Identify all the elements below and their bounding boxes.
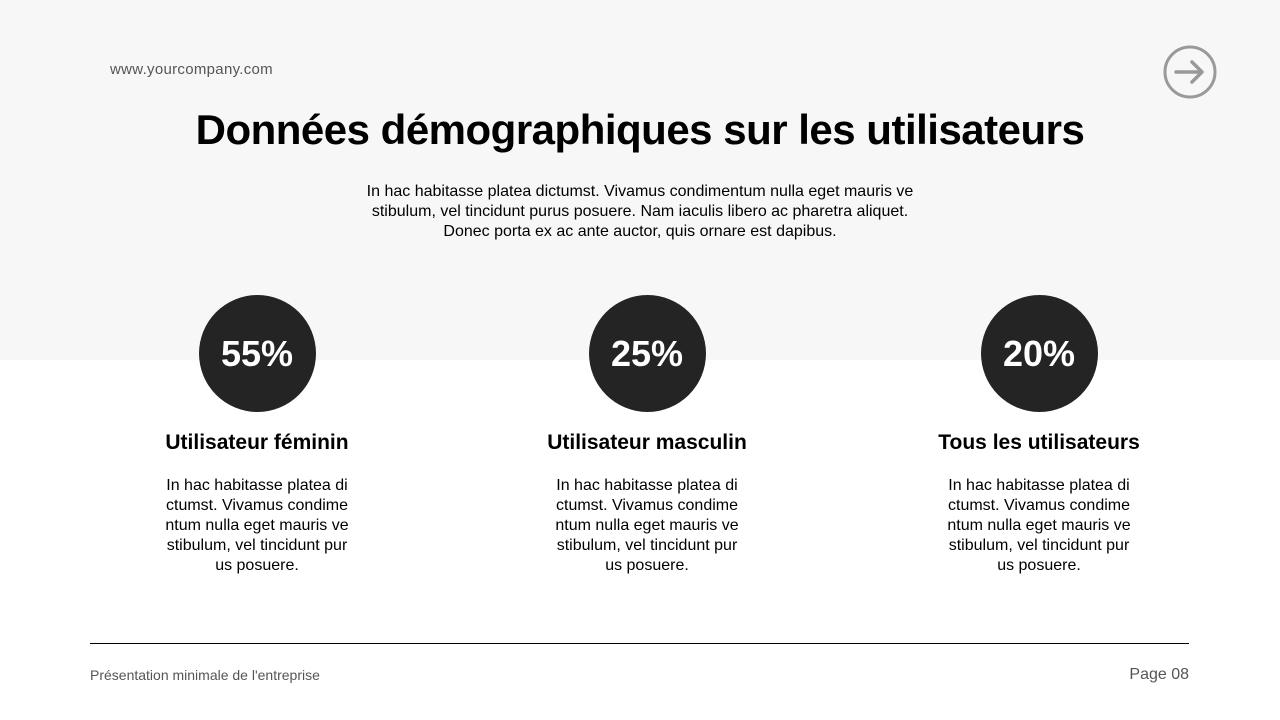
- stat-male: 25% Utilisateur masculin In hac habitass…: [517, 295, 777, 576]
- intro-text: In hac habitasse platea dictumst. Vivamu…: [320, 182, 960, 242]
- line: In hac habitasse platea di: [948, 477, 1130, 494]
- intro-line: Donec porta ex ac ante auctor, quis orna…: [443, 223, 837, 240]
- stat-value: 20%: [980, 295, 1098, 412]
- page-title: Données démographiques sur les utilisate…: [195, 106, 1085, 153]
- footer-title: Présentation minimale de l'entreprise: [90, 667, 320, 683]
- stat-label: Utilisateur masculin: [547, 431, 747, 454]
- line: us posuere.: [605, 557, 689, 574]
- arrow-right-circle-icon[interactable]: [1162, 44, 1218, 100]
- stat-description: In hac habitasse platea di ctumst. Vivam…: [127, 476, 387, 576]
- line: stibulum, vel tincidunt pur: [166, 537, 348, 554]
- line: stibulum, vel tincidunt pur: [556, 537, 738, 554]
- stat-female: 55% Utilisateur féminin In hac habitasse…: [127, 295, 387, 576]
- line: ntum nulla eget mauris ve: [555, 517, 739, 534]
- line: ctumst. Vivamus condime: [948, 497, 1130, 514]
- line: us posuere.: [997, 557, 1081, 574]
- stat-label: Tous les utilisateurs: [938, 431, 1140, 454]
- line: In hac habitasse platea di: [166, 477, 348, 494]
- stat-value: 55%: [198, 295, 316, 412]
- stat-label: Utilisateur féminin: [165, 431, 349, 454]
- intro-line: In hac habitasse platea dictumst. Vivamu…: [366, 183, 914, 200]
- line: us posuere.: [215, 557, 299, 574]
- line: ctumst. Vivamus condime: [166, 497, 348, 514]
- stat-value: 25%: [588, 295, 706, 412]
- stat-all: 20% Tous les utilisateurs In hac habitas…: [909, 295, 1169, 576]
- footer-divider: [90, 643, 1189, 644]
- stat-description: In hac habitasse platea di ctumst. Vivam…: [909, 476, 1169, 576]
- intro-line: stibulum, vel tincidunt purus posuere. N…: [371, 203, 909, 220]
- company-url: www.yourcompany.com: [110, 61, 273, 78]
- line: In hac habitasse platea di: [556, 477, 738, 494]
- line: ctumst. Vivamus condime: [556, 497, 738, 514]
- line: ntum nulla eget mauris ve: [947, 517, 1131, 534]
- stat-description: In hac habitasse platea di ctumst. Vivam…: [517, 476, 777, 576]
- page-number: Page 08: [1129, 666, 1189, 683]
- line: ntum nulla eget mauris ve: [165, 517, 349, 534]
- line: stibulum, vel tincidunt pur: [948, 537, 1130, 554]
